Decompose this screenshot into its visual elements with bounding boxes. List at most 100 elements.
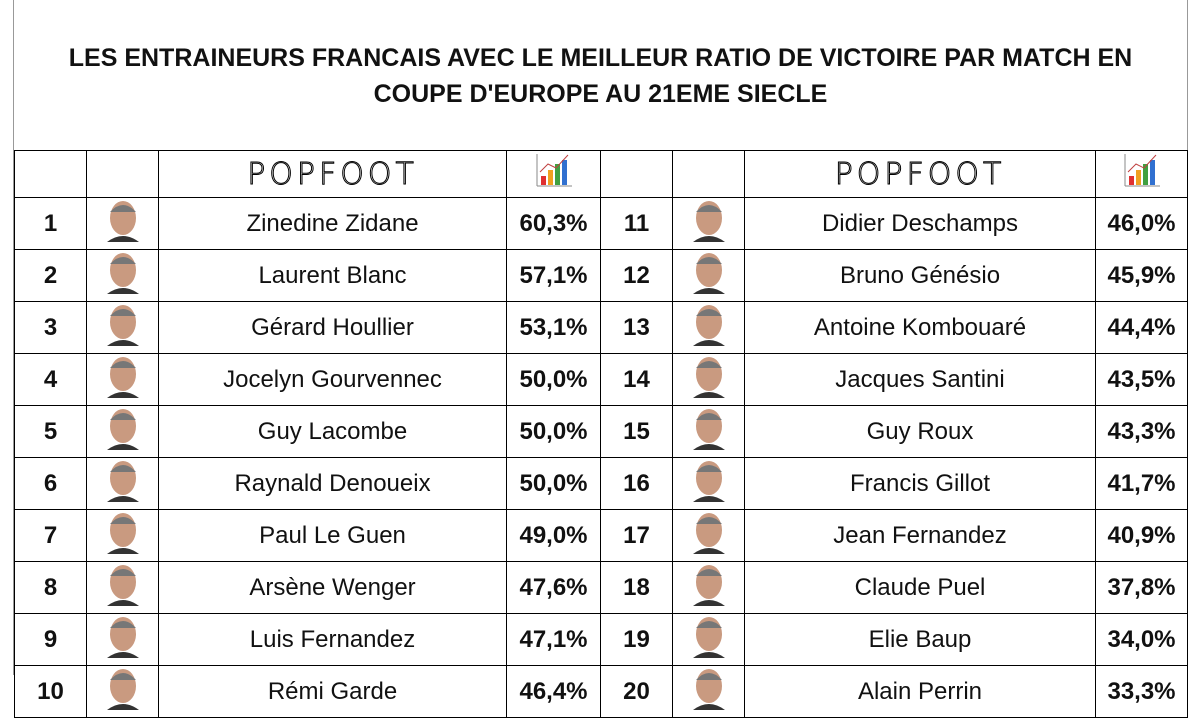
- rank: 10: [14, 665, 87, 718]
- coach-name: Luis Fernandez: [158, 613, 507, 666]
- win-ratio: 47,1%: [506, 613, 601, 666]
- win-ratio: 45,9%: [1095, 249, 1188, 302]
- photo: [692, 669, 725, 710]
- rank: 15: [600, 405, 673, 458]
- rank: 3: [14, 301, 87, 354]
- win-ratio: 50,0%: [506, 353, 601, 406]
- cell: [86, 150, 159, 198]
- photo: [106, 513, 139, 554]
- photo: [106, 669, 139, 710]
- photo-cell: [86, 613, 159, 666]
- coach-name: Guy Lacombe: [158, 405, 507, 458]
- ranking-table: POPFOOT POPFOOT 1 Zinedine Zidane 60,3% 11 Did…: [14, 150, 1188, 718]
- photo: [692, 513, 725, 554]
- rank: 12: [600, 249, 673, 302]
- photo-cell: [86, 197, 159, 250]
- photo-cell: [672, 457, 745, 510]
- coach-name: Bruno Génésio: [744, 249, 1096, 302]
- page: LES ENTRAINEURS FRANCAIS AVEC LE MEILLEU…: [13, 0, 1188, 718]
- win-ratio: 34,0%: [1095, 613, 1188, 666]
- photo-cell: [672, 405, 745, 458]
- photo-cell: [86, 457, 159, 510]
- coach-name: Gérard Houllier: [158, 301, 507, 354]
- photo-cell: [86, 353, 159, 406]
- photo: [106, 201, 139, 242]
- coach-name: Laurent Blanc: [158, 249, 507, 302]
- icon-cell: [1095, 150, 1188, 198]
- rank: 16: [600, 457, 673, 510]
- photo-cell: [86, 509, 159, 562]
- row: 9 Luis Fernandez 47,1% 19 Elie Baup 34,0%: [14, 613, 1188, 666]
- rank: 9: [14, 613, 87, 666]
- photo-cell: [86, 301, 159, 354]
- rank: 5: [14, 405, 87, 458]
- photo: [692, 201, 725, 242]
- photo-cell: [672, 509, 745, 562]
- photo-cell: [672, 249, 745, 302]
- cell: [14, 150, 87, 198]
- win-ratio: 44,4%: [1095, 301, 1188, 354]
- coach-name: Guy Roux: [744, 405, 1096, 458]
- win-ratio: 46,0%: [1095, 197, 1188, 250]
- coach-name: Zinedine Zidane: [158, 197, 507, 250]
- coach-name: Arsène Wenger: [158, 561, 507, 614]
- photo-cell: [86, 561, 159, 614]
- photo: [106, 617, 139, 658]
- photo: [106, 461, 139, 502]
- photo: [692, 461, 725, 502]
- chart-icon: [536, 153, 572, 186]
- photo: [692, 617, 725, 658]
- rank: 2: [14, 249, 87, 302]
- rank: 11: [600, 197, 673, 250]
- rank: 19: [600, 613, 673, 666]
- row: 4 Jocelyn Gourvennec 50,0% 14 Jacques Santin…: [14, 353, 1188, 406]
- coach-name: Antoine Kombouaré: [744, 301, 1096, 354]
- rank: 6: [14, 457, 87, 510]
- rank: 13: [600, 301, 673, 354]
- rank: 8: [14, 561, 87, 614]
- win-ratio: 53,1%: [506, 301, 601, 354]
- poster: LES ENTRAINEURS FRANCAIS AVEC LE MEILLEU…: [13, 0, 1188, 718]
- photo-cell: [672, 301, 745, 354]
- photo: [692, 253, 725, 294]
- photo: [106, 409, 139, 450]
- row: 3 Gérard Houllier 53,1% 13 Antoine Kombouaré…: [14, 301, 1188, 354]
- photo: [106, 565, 139, 606]
- rank: 20: [600, 665, 673, 718]
- photo-cell: [672, 197, 745, 250]
- coach-name: Francis Gillot: [744, 457, 1096, 510]
- win-ratio: 57,1%: [506, 249, 601, 302]
- win-ratio: 60,3%: [506, 197, 601, 250]
- icon-cell: [506, 150, 601, 198]
- cell: [672, 150, 745, 198]
- coach-name: Elie Baup: [744, 613, 1096, 666]
- coach-name: Alain Perrin: [744, 665, 1096, 718]
- win-ratio: 43,5%: [1095, 353, 1188, 406]
- row: 2 Laurent Blanc 57,1% 12 Bruno Génésio 45,9%: [14, 249, 1188, 302]
- photo: [106, 357, 139, 398]
- photo-cell: [672, 561, 745, 614]
- rank: 18: [600, 561, 673, 614]
- row: 5 Guy Lacombe 50,0% 15 Guy Roux 43,3%: [14, 405, 1188, 458]
- win-ratio: 40,9%: [1095, 509, 1188, 562]
- win-ratio: 43,3%: [1095, 405, 1188, 458]
- row: 10 Rémi Garde 46,4% 20 Alain Perrin 33,3%: [14, 665, 1188, 718]
- rank: 4: [14, 353, 87, 406]
- rank: 7: [14, 509, 87, 562]
- photo: [692, 409, 725, 450]
- photo: [692, 565, 725, 606]
- coach-name: Claude Puel: [744, 561, 1096, 614]
- win-ratio: 49,0%: [506, 509, 601, 562]
- coach-name: Jocelyn Gourvennec: [158, 353, 507, 406]
- row: 7 Paul Le Guen 49,0% 17 Jean Fernandez 40,9%: [14, 509, 1188, 562]
- chart-icon: [1124, 153, 1160, 186]
- win-ratio: 50,0%: [506, 405, 601, 458]
- coach-name: Paul Le Guen: [158, 509, 507, 562]
- brand-cell: POPFOOT: [744, 150, 1096, 198]
- coach-name: Jacques Santini: [744, 353, 1096, 406]
- photo-cell: [672, 353, 745, 406]
- title: LES ENTRAINEURS FRANCAIS AVEC LE MEILLEU…: [68, 44, 1133, 108]
- header-row: POPFOOT POPFOOT: [14, 150, 1188, 198]
- row: 8 Arsène Wenger 47,6% 18 Claude Puel 37,8%: [14, 561, 1188, 614]
- win-ratio: 47,6%: [506, 561, 601, 614]
